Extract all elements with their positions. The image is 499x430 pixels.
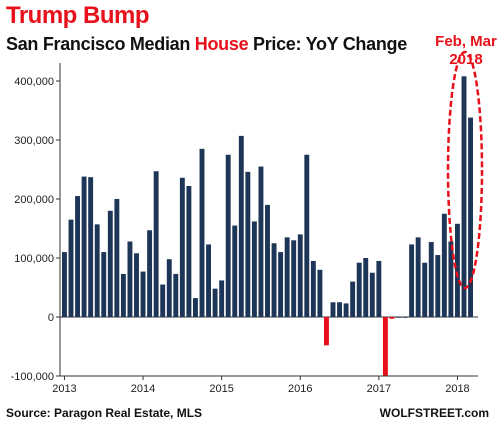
bar <box>461 76 467 317</box>
bar <box>428 242 434 317</box>
bar <box>415 237 421 317</box>
x-tick-label: 2017 <box>367 383 391 395</box>
bar <box>317 269 323 317</box>
bar <box>271 243 277 317</box>
bar <box>94 224 100 317</box>
x-tick-label: 2014 <box>131 383 155 395</box>
bar <box>68 219 74 317</box>
bar <box>310 260 316 317</box>
bar <box>278 252 284 317</box>
bar <box>350 281 356 317</box>
brand-label: WOLFSTREET.com <box>379 406 489 420</box>
bar <box>330 302 336 317</box>
annotation-line-1: Feb, Mar <box>435 33 497 50</box>
y-tick-label: -100,000 <box>11 371 54 383</box>
bar <box>166 259 172 317</box>
bar <box>225 154 231 317</box>
bar <box>127 241 133 317</box>
bar <box>265 204 270 317</box>
bar <box>75 196 80 317</box>
bar <box>140 271 146 317</box>
bar <box>245 171 251 317</box>
bar <box>251 221 257 317</box>
bar <box>186 186 192 317</box>
bar <box>337 302 342 317</box>
bar <box>448 241 454 317</box>
bar <box>376 260 382 317</box>
title-part-2: Price: YoY Change <box>248 34 407 54</box>
y-tick-label: 200,000 <box>14 194 54 206</box>
bar <box>153 171 159 317</box>
highlight-ellipse <box>446 50 484 290</box>
bar <box>258 166 264 317</box>
bar <box>356 262 362 317</box>
bar <box>120 273 126 317</box>
bar <box>232 225 238 317</box>
bar <box>114 199 120 317</box>
bar <box>212 288 218 317</box>
bar <box>62 252 67 317</box>
bar <box>134 253 139 317</box>
bar <box>363 258 369 317</box>
y-tick-label: 0 <box>48 312 54 324</box>
bar <box>88 177 94 317</box>
x-tick-label: 2015 <box>209 383 233 395</box>
bar <box>369 272 375 317</box>
bar <box>81 176 87 317</box>
bar <box>173 273 179 317</box>
bar <box>441 213 447 317</box>
bar <box>297 234 303 317</box>
y-tick-label: 100,000 <box>14 253 54 265</box>
bar-negative <box>382 317 388 376</box>
source-note: Source: Paragon Real Estate, MLS <box>6 406 203 420</box>
bar <box>402 317 408 318</box>
bar <box>291 240 297 317</box>
bar <box>435 255 441 317</box>
bar <box>107 210 113 317</box>
bar-negative <box>389 317 395 319</box>
bar <box>160 284 166 317</box>
bar <box>396 317 401 318</box>
bar <box>179 177 185 317</box>
headline: Trump Bump <box>6 2 150 29</box>
peak-annotation: Feb, Mar 2018 <box>434 33 498 69</box>
x-tick-label: 2016 <box>288 383 312 395</box>
title-highlight: House <box>194 34 249 54</box>
bar <box>468 117 473 317</box>
x-tick-label: 2018 <box>445 383 469 395</box>
bar <box>409 244 415 317</box>
bar <box>238 135 244 317</box>
bar-negative <box>324 317 329 346</box>
bar <box>199 148 205 317</box>
annotation-line-2: 2018 <box>449 51 483 68</box>
x-tick-label: 2013 <box>52 383 76 395</box>
y-tick-label: 400,000 <box>14 76 54 88</box>
y-tick-label: 300,000 <box>14 135 54 147</box>
bar <box>206 244 211 317</box>
bar <box>422 262 428 317</box>
bar <box>219 280 225 317</box>
bar <box>343 303 349 317</box>
bar <box>284 237 290 317</box>
bar <box>304 154 310 317</box>
bar <box>455 223 460 317</box>
bar <box>147 230 153 317</box>
bar <box>193 298 198 317</box>
chart-title: San Francisco Median House Price: YoY Ch… <box>6 34 407 55</box>
bar <box>101 252 107 317</box>
title-part-1: San Francisco Median <box>6 34 195 54</box>
